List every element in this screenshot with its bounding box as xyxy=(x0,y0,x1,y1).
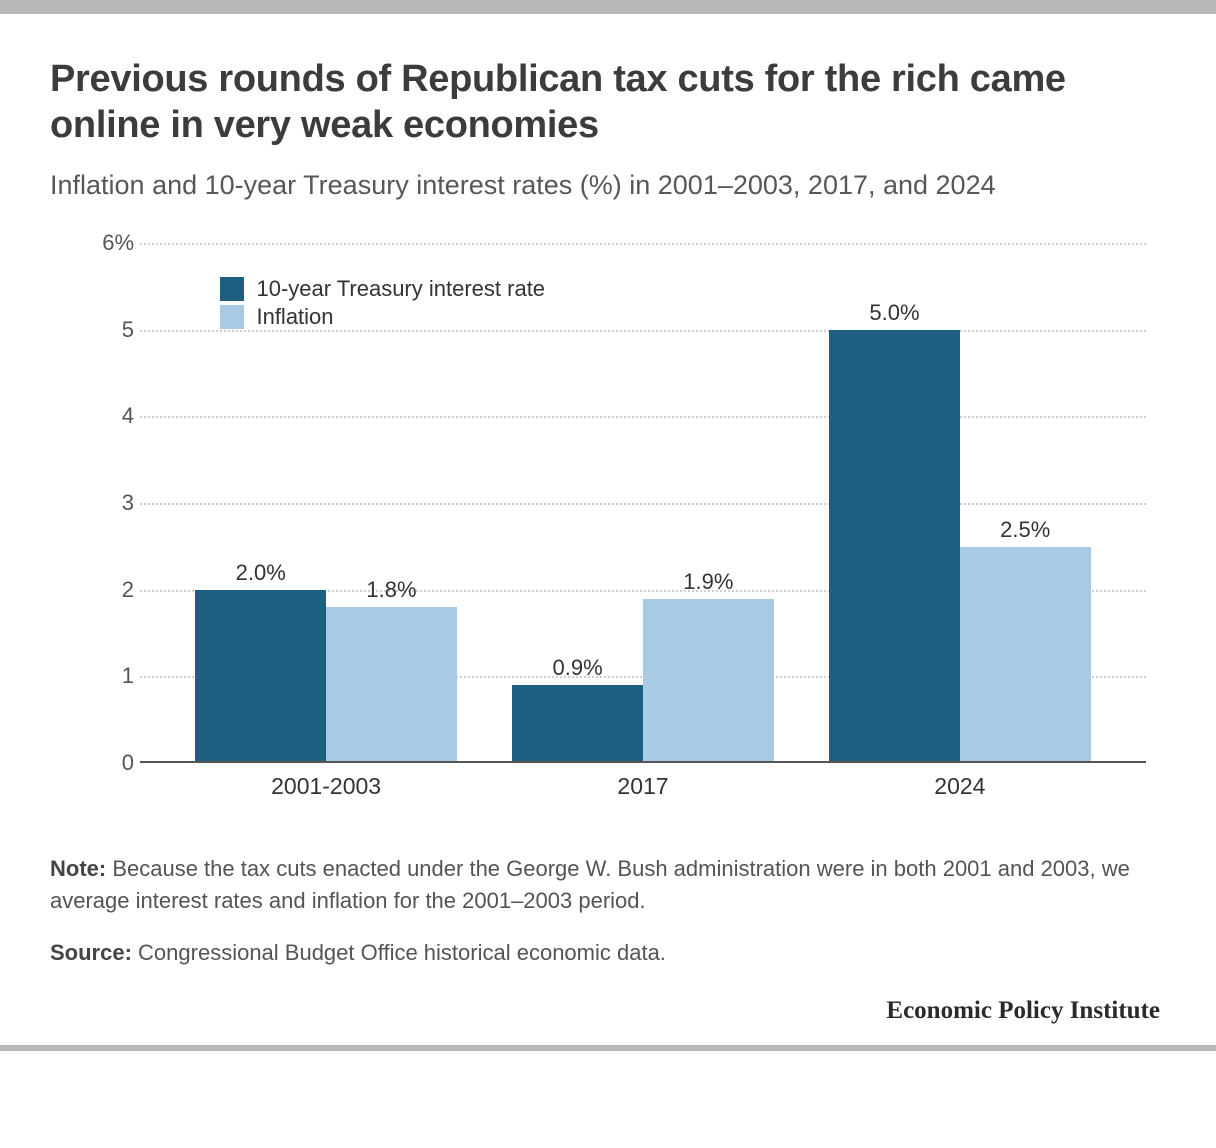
bar: 2.0% xyxy=(195,590,326,763)
legend-swatch xyxy=(220,305,244,329)
bar-value-label: 2.0% xyxy=(195,560,326,586)
content: Previous rounds of Republican tax cuts f… xyxy=(0,14,1216,1045)
gridline xyxy=(140,243,1146,245)
y-tick-label: 2 xyxy=(90,577,134,603)
chart-note: Note: Because the tax cuts enacted under… xyxy=(50,853,1166,917)
chart-area: 0123456% 10-year Treasury interest rateI… xyxy=(50,243,1166,803)
bar: 1.8% xyxy=(326,607,457,763)
bar-value-label: 2.5% xyxy=(960,517,1091,543)
gridline xyxy=(140,503,1146,505)
chart-source: Source: Congressional Budget Office hist… xyxy=(50,937,1166,969)
legend-swatch xyxy=(220,277,244,301)
bar-value-label: 1.9% xyxy=(643,569,774,595)
x-tick-label: 2017 xyxy=(617,773,668,800)
legend-label: 10-year Treasury interest rate xyxy=(256,276,545,302)
legend-label: Inflation xyxy=(256,304,333,330)
y-tick-label: 6% xyxy=(90,230,134,256)
top-rule xyxy=(0,0,1216,14)
plot-region: 10-year Treasury interest rateInflation … xyxy=(140,243,1146,763)
y-tick-label: 5 xyxy=(90,317,134,343)
attribution: Economic Policy Institute xyxy=(50,997,1166,1025)
y-tick-label: 3 xyxy=(90,490,134,516)
legend: 10-year Treasury interest rateInflation xyxy=(220,274,545,332)
legend-item: Inflation xyxy=(220,304,545,330)
x-axis-baseline xyxy=(140,761,1146,763)
chart-subtitle: Inflation and 10-year Treasury interest … xyxy=(50,167,1166,203)
legend-item: 10-year Treasury interest rate xyxy=(220,276,545,302)
bar: 0.9% xyxy=(512,685,643,763)
gridline xyxy=(140,416,1146,418)
bar: 2.5% xyxy=(960,547,1091,764)
y-tick-label: 4 xyxy=(90,403,134,429)
y-tick-label: 1 xyxy=(90,663,134,689)
source-text: Congressional Budget Office historical e… xyxy=(132,940,666,965)
bar-value-label: 1.8% xyxy=(326,577,457,603)
bottom-rule xyxy=(0,1045,1216,1051)
source-label: Source: xyxy=(50,940,132,965)
bar: 1.9% xyxy=(643,599,774,764)
chart-title: Previous rounds of Republican tax cuts f… xyxy=(50,56,1166,149)
bar: 5.0% xyxy=(829,330,960,763)
note-text: Because the tax cuts enacted under the G… xyxy=(50,856,1130,913)
y-tick-label: 0 xyxy=(90,750,134,776)
x-tick-label: 2001-2003 xyxy=(271,773,381,800)
bar-value-label: 0.9% xyxy=(512,655,643,681)
x-tick-label: 2024 xyxy=(934,773,985,800)
figure-container: Previous rounds of Republican tax cuts f… xyxy=(0,0,1216,1051)
bar-value-label: 5.0% xyxy=(829,300,960,326)
note-label: Note: xyxy=(50,856,106,881)
